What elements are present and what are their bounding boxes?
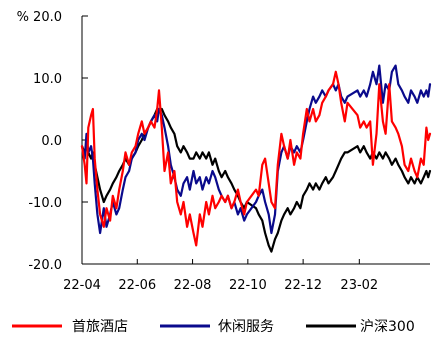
x-tick-label: 22-12 [284, 278, 322, 293]
y-tick-label: % 20.0 [17, 10, 62, 25]
y-tick-label: 10.0 [33, 72, 62, 87]
series-layer [80, 64, 432, 253]
legend: 首旅酒店 休闲服务 沪深300 [12, 319, 415, 335]
y-axis: % 20.0 10.0 0.0 -10.0 -20.0 [17, 10, 88, 273]
x-tick-label: 22-04 [63, 278, 101, 293]
x-tick-label: 22-08 [174, 278, 212, 293]
legend-label: 休闲服务 [218, 319, 274, 335]
y-tick-label: -10.0 [28, 196, 62, 211]
x-tick-label: 22-06 [118, 278, 156, 293]
y-tick-label: 0.0 [41, 134, 62, 149]
x-tick-label: 22-10 [229, 278, 267, 293]
series-line-0 [80, 70, 432, 247]
series-line-2 [80, 107, 432, 253]
x-axis: 22-04 22-06 22-08 22-10 22-12 23-02 [63, 259, 430, 293]
y-tick-label: -20.0 [28, 258, 62, 273]
series-line-1 [80, 64, 432, 235]
legend-label: 首旅酒店 [72, 319, 128, 335]
x-tick-label: 23-02 [340, 278, 378, 293]
legend-label: 沪深300 [360, 319, 415, 335]
